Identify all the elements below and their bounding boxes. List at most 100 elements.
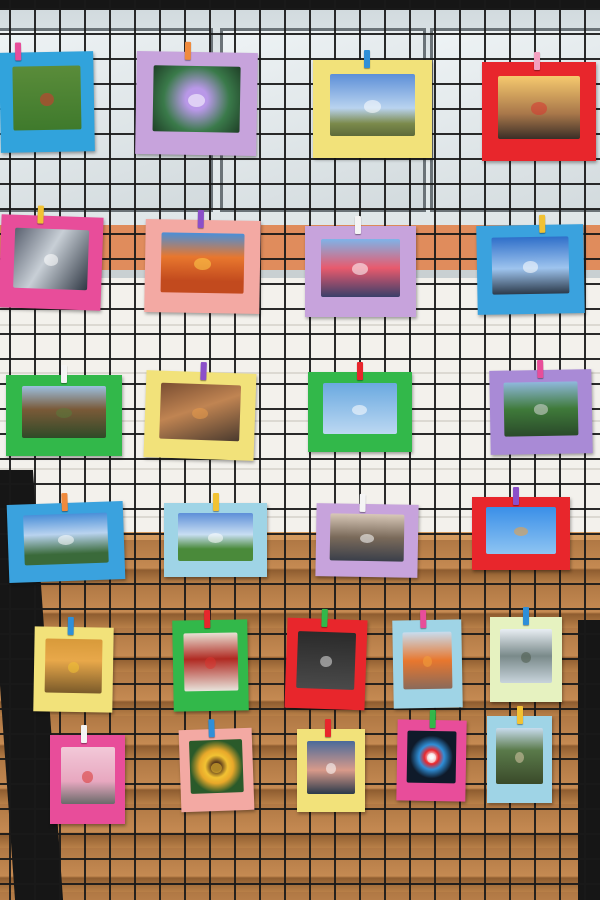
photo-firework-image [406, 730, 457, 784]
photo-red-tower [172, 610, 249, 712]
photo-lake-image [500, 628, 552, 684]
photo-firework-clothespin [429, 709, 436, 729]
photo-grassland-image [329, 73, 416, 137]
photo-car-mirror-image [13, 227, 89, 290]
photo-grassland [313, 50, 432, 158]
photo-person-bench-clothespin [359, 493, 366, 512]
photo-cat-image [159, 382, 241, 442]
photo-pavilion-clothespin [537, 359, 544, 379]
photo-lotus-clothespin [184, 41, 191, 60]
photo-branches-image [485, 507, 557, 554]
photo-soccer [0, 42, 95, 153]
photo-firework-subject [426, 753, 437, 764]
photo-lotus [135, 41, 258, 157]
photo-path-trees-image [496, 728, 543, 784]
photo-red-tower-subject [204, 657, 216, 669]
photo-branches-subject [513, 526, 529, 537]
photo-branches-clothespin [513, 487, 520, 505]
photo-soccer-image [12, 65, 82, 131]
photo-mountain [6, 492, 126, 584]
photo-sunflower-clothespin [208, 719, 215, 738]
photo-valley-image [178, 513, 253, 561]
photo-path-trees [487, 706, 552, 803]
photo-sunset-sky [476, 214, 585, 315]
photo-autumn-tree-image [402, 631, 453, 690]
photo-valley-clothespin [212, 493, 219, 511]
photo-street-subject [530, 102, 548, 116]
photo-soccer-clothespin [14, 42, 22, 61]
photo-city-pink-subject [352, 263, 369, 275]
photo-forest-image [22, 386, 106, 439]
photo-person-bench-subject [359, 533, 375, 544]
photo-soccer-subject [40, 92, 54, 106]
grid-frame-top [0, 0, 600, 10]
photo-red-tower-clothespin [203, 610, 210, 629]
photo-street-clothespin [533, 52, 540, 70]
photo-dusk-sky [297, 719, 365, 812]
photo-sunset-sky-clothespin [539, 214, 546, 233]
photo-dusk-sky-clothespin [324, 719, 331, 737]
photo-street-image [497, 75, 581, 140]
photo-pavilion-image [503, 381, 579, 437]
photo-autumn-trees-clothespin [197, 209, 205, 229]
photo-cat-clothespin [200, 362, 208, 381]
photo-forest-clothespin [61, 365, 67, 383]
photo-path-trees-clothespin [516, 706, 523, 724]
photo-cat [143, 362, 257, 461]
photo-autumn-trees-subject [194, 257, 211, 271]
photo-car-mirror-subject [43, 253, 59, 267]
photo-mountain-clothespin [61, 492, 68, 512]
photo-autumn-ginkgo [33, 616, 114, 713]
photo-autumn-trees [144, 209, 261, 314]
photo-autumn-tree [392, 610, 463, 709]
photo-autumn-ginkgo-clothespin [67, 616, 75, 636]
photo-pink-building-clothespin [80, 725, 87, 743]
photo-horse-statue-clothespin [321, 608, 328, 628]
photo-sunflower [178, 719, 255, 813]
photo-person-bench-image [329, 513, 405, 562]
photo-city-pink-clothespin [355, 216, 362, 234]
photo-sunset-sky-subject [522, 261, 539, 273]
photo-autumn-trees-image [160, 232, 245, 294]
grid-frame-right [578, 620, 600, 900]
photo-lake-clothespin [523, 607, 529, 625]
photo-mountain-image [23, 512, 109, 566]
photo-sunflower-image [189, 739, 244, 794]
photo-valley [164, 493, 267, 577]
photo-lake [490, 607, 562, 702]
photo-pink-building-subject [82, 771, 93, 783]
photo-red-tower-image [182, 632, 238, 692]
photo-pavilion-subject [533, 404, 549, 416]
photo-branches [472, 487, 570, 570]
photo-grassland-subject [363, 100, 382, 113]
photo-autumn-tree-subject [422, 655, 433, 668]
photo-horse-statue [284, 608, 368, 711]
photo-city-pink-image [320, 238, 401, 297]
photo-sunset-sky-image [491, 236, 570, 296]
photo-autumn-tree-clothespin [420, 610, 427, 629]
photo-grassland-clothespin [363, 50, 370, 68]
photo-firework [396, 709, 467, 802]
photo-car-mirror [0, 205, 104, 311]
photo-person-bench [315, 493, 419, 578]
photo-mountain-subject [57, 534, 75, 546]
photo-autumn-ginkgo-subject [67, 661, 80, 673]
photo-horse-statue-subject [320, 655, 333, 668]
photo-forest-subject [55, 408, 73, 419]
photo-airplane-image [322, 383, 398, 435]
photo-lake-subject [520, 651, 532, 663]
photo-dusk-sky-subject [326, 762, 336, 774]
photo-dusk-sky-image [306, 740, 356, 794]
photo-airplane-clothespin [357, 362, 363, 380]
photo-pink-building-image [60, 747, 115, 805]
photo-autumn-ginkgo-image [44, 638, 103, 694]
photo-horse-statue-image [296, 630, 356, 691]
photo-path-trees-subject [514, 751, 525, 763]
photo-street [482, 52, 596, 161]
photo-valley-subject [208, 533, 223, 543]
photo-pavilion [489, 359, 593, 455]
photo-pink-building [50, 725, 125, 824]
photo-car-mirror-clothespin [37, 205, 44, 224]
photo-cat-subject [191, 407, 209, 419]
